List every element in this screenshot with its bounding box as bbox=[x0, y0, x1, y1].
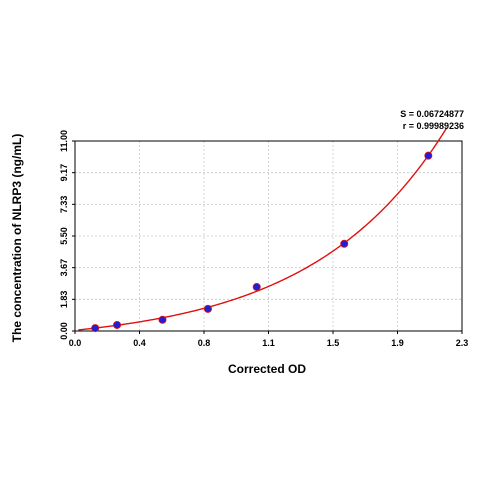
x-tick-label: 2.3 bbox=[456, 338, 469, 348]
y-tick-label: 7.33 bbox=[59, 196, 69, 214]
x-tick-label: 1.9 bbox=[391, 338, 404, 348]
plot-frame bbox=[72, 140, 463, 334]
x-tick-label: 1.5 bbox=[327, 338, 340, 348]
data-point bbox=[252, 282, 261, 291]
x-tick-label: 1.1 bbox=[262, 338, 275, 348]
y-tick-label: 11.00 bbox=[59, 130, 69, 152]
grid-layer bbox=[75, 141, 462, 331]
data-point bbox=[158, 315, 167, 324]
y-tick-label: 3.67 bbox=[59, 259, 69, 277]
x-axis-title: Corrected OD bbox=[228, 362, 306, 376]
data-point bbox=[424, 151, 433, 160]
x-tick-label: 0.8 bbox=[198, 338, 211, 348]
data-point bbox=[113, 320, 122, 329]
data-point bbox=[203, 304, 212, 313]
data-point bbox=[91, 324, 100, 333]
y-tick-label: 9.17 bbox=[59, 164, 69, 182]
y-axis-title: The concentration of NLRP3 (ng/mL) bbox=[10, 134, 24, 343]
x-tick-label: 0.0 bbox=[69, 338, 82, 348]
y-tick-label: 5.50 bbox=[59, 227, 69, 245]
fit-curve-layer bbox=[78, 127, 448, 331]
x-tick-label: 0.4 bbox=[133, 338, 146, 348]
y-tick-label: 0.00 bbox=[59, 322, 69, 340]
stat-s-value: S = 0.06724877 bbox=[400, 109, 464, 119]
stat-r-value: r = 0.99989236 bbox=[403, 121, 464, 131]
data-point bbox=[340, 239, 349, 248]
data-points-layer bbox=[91, 151, 433, 333]
tick-labels-layer: 0.0 0.4 0.8 1.1 1.5 1.9 2.3 0.00 1.83 3.67 5.50 7.3… bbox=[59, 130, 468, 348]
plot-border bbox=[74, 140, 463, 332]
y-tick-label: 1.83 bbox=[59, 291, 69, 309]
fit-curve bbox=[78, 127, 448, 331]
